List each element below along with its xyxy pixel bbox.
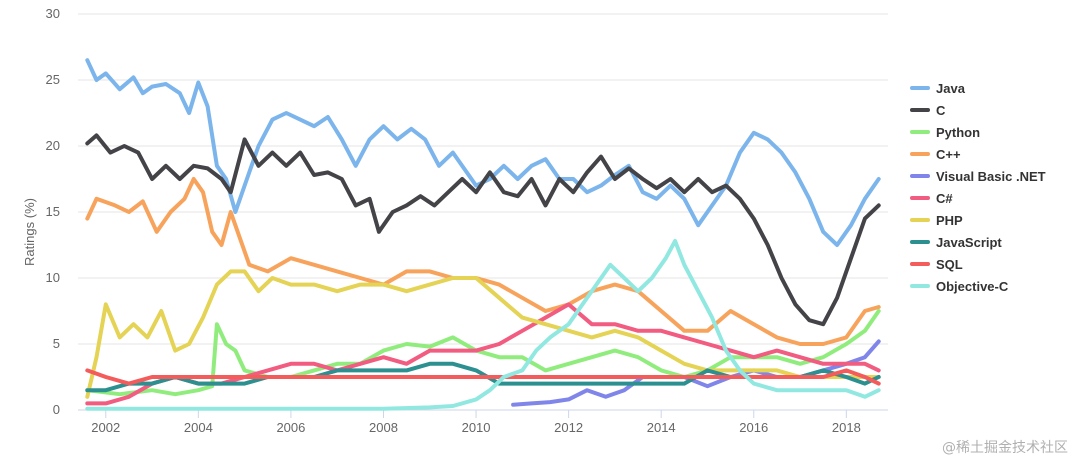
legend-item[interactable]: SQL: [910, 257, 963, 272]
series-line-java[interactable]: [85, 58, 881, 247]
legend-item[interactable]: Python: [910, 125, 980, 140]
x-tick-label: 2006: [276, 420, 305, 435]
legend-item[interactable]: Visual Basic .NET: [910, 169, 1046, 184]
legend: Java C Python C++ Visual Basic .NET C# PHP Java…: [910, 81, 1046, 294]
legend-item[interactable]: JavaScript: [910, 235, 1002, 250]
y-tick-label: 30: [46, 6, 60, 21]
series-line-php[interactable]: [85, 269, 881, 399]
legend-label: JavaScript: [936, 235, 1002, 250]
legend-label: Visual Basic .NET: [936, 169, 1046, 184]
legend-item[interactable]: PHP: [910, 213, 963, 228]
y-tick-label: 5: [53, 336, 60, 351]
y-tick-label: 25: [46, 72, 60, 87]
x-tick-label: 2002: [91, 420, 120, 435]
legend-label: C++: [936, 147, 961, 162]
watermark-text: @稀土掘金技术社区: [942, 440, 1068, 456]
y-tick-label: 10: [46, 270, 60, 285]
legend-label: Objective-C: [936, 279, 1009, 294]
series-line-c-[interactable]: [85, 177, 881, 346]
y-axis-title: Ratings (%): [22, 198, 37, 266]
legend-label: Java: [936, 81, 966, 96]
legend-item[interactable]: C: [910, 103, 946, 118]
x-axis-ticks: 2002 2004 2006 2008 2010 2012 2014 2016 2018: [78, 409, 888, 435]
series-lines: [85, 58, 881, 411]
legend-item[interactable]: C++: [910, 147, 961, 162]
y-tick-label: 0: [53, 402, 60, 417]
x-tick-label: 2014: [647, 420, 676, 435]
x-tick-label: 2004: [184, 420, 213, 435]
series-line-sql[interactable]: [85, 368, 881, 386]
series-line-objective-c[interactable]: [85, 239, 881, 411]
x-tick-label: 2008: [369, 420, 398, 435]
x-tick-label: 2018: [832, 420, 861, 435]
legend-label: PHP: [936, 213, 963, 228]
x-tick-label: 2016: [739, 420, 768, 435]
series-line-c[interactable]: [85, 133, 881, 327]
legend-label: C: [936, 103, 946, 118]
legend-item[interactable]: C#: [910, 191, 953, 206]
x-tick-label: 2012: [554, 420, 583, 435]
legend-label: C#: [936, 191, 953, 206]
y-tick-label: 15: [46, 204, 60, 219]
x-tick-label: 2010: [462, 420, 491, 435]
y-tick-label: 20: [46, 138, 60, 153]
legend-label: Python: [936, 125, 980, 140]
y-axis-ticks: 0 5 10 15 20 25 30: [46, 6, 60, 417]
legend-item[interactable]: Java: [910, 81, 966, 96]
legend-item[interactable]: Objective-C: [910, 279, 1009, 294]
legend-label: SQL: [936, 257, 963, 272]
